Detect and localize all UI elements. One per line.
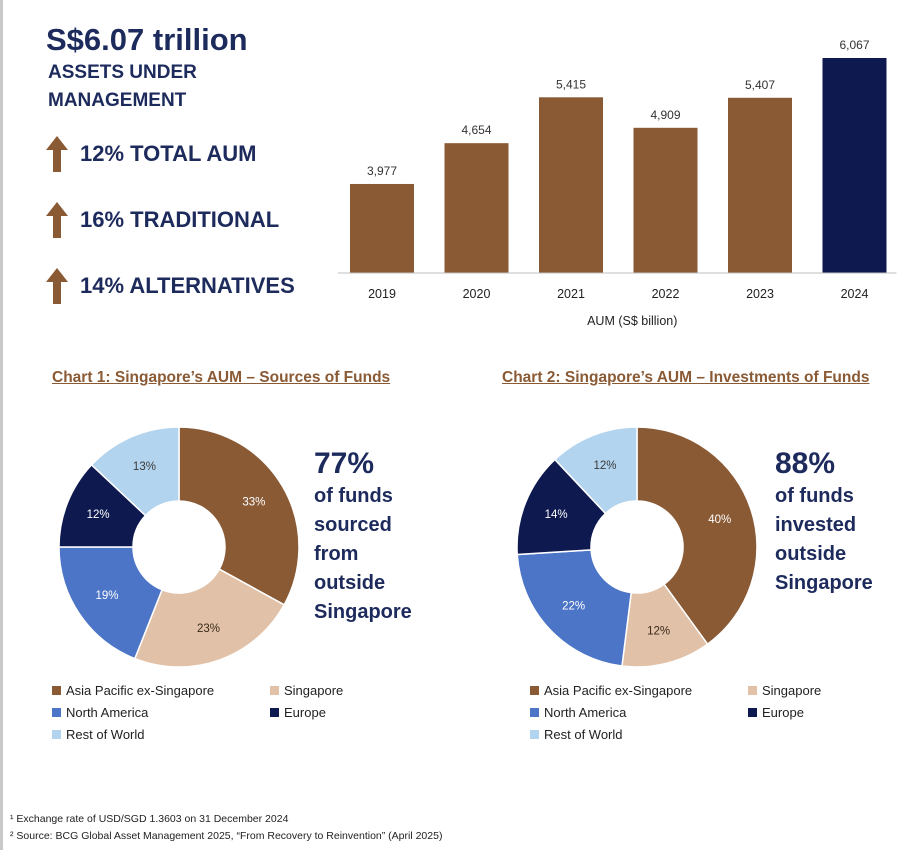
bar-2023	[728, 97, 792, 273]
legend-item: Europe	[270, 705, 326, 720]
up-arrow-icon	[46, 268, 68, 304]
legend-swatch	[52, 730, 61, 739]
sources-callout-line: of funds	[314, 485, 393, 507]
bar-2022	[633, 127, 698, 273]
sources-callout-line: sourced	[314, 514, 392, 536]
up-arrow-icon	[46, 136, 68, 172]
donut-slice-rest-of-world	[90, 426, 180, 517]
bar-2020	[444, 143, 509, 273]
chart2-title: Chart 2: Singapore’s AUM – Investments o…	[502, 369, 870, 386]
slice-value-label: 23%	[197, 623, 220, 635]
legend-swatch	[530, 708, 539, 717]
bar-2021	[539, 97, 603, 273]
stat-total-aum: 12% TOTAL AUM	[46, 134, 256, 174]
donut-slice-singapore	[133, 568, 286, 668]
investments-callout-line: invested	[775, 514, 857, 536]
sources-callout-line: from	[314, 543, 359, 565]
legend-item: Asia Pacific ex-Singapore	[530, 683, 692, 698]
slice-value-label: 12%	[593, 460, 616, 472]
legend-label: Asia Pacific ex-Singapore	[66, 683, 215, 698]
legend-swatch	[270, 708, 279, 717]
aum-headline: S$6.07 trillion	[46, 22, 248, 57]
legend-item: Asia Pacific ex-Singapore	[52, 683, 214, 698]
x-tick-label: 2023	[746, 287, 774, 301]
bar-value-label: 4,909	[650, 108, 680, 122]
donut-slice-north-america	[58, 546, 164, 660]
slice-value-label: 12%	[87, 509, 110, 521]
sources-callout-line: outside	[314, 572, 386, 594]
aum-subtitle-line2: MANAGEMENT	[48, 90, 187, 111]
legend-swatch	[52, 708, 61, 717]
sources-donut-chart: 33% 23% 19% 12% 13%	[58, 426, 300, 668]
slice-value-label: 40%	[708, 514, 731, 526]
legend-swatch	[748, 686, 757, 695]
bar-value-label: 6,067	[839, 38, 869, 52]
legend-swatch	[52, 686, 61, 695]
investments-callout-percent: 88%	[775, 447, 836, 480]
chart1-title: Chart 1: Singapore’s AUM – Sources of Fu…	[52, 369, 391, 386]
x-tick-label: 2024	[841, 287, 869, 301]
legend-item: Rest of World	[530, 727, 623, 742]
legend-label: North America	[544, 705, 627, 720]
stat-alternatives: 14% ALTERNATIVES	[46, 266, 295, 306]
donut-slice-asia-pacific-ex-singapore	[636, 426, 758, 646]
legend-label: Europe	[762, 705, 804, 720]
legend-label: Rest of World	[66, 727, 145, 742]
legend-item: North America	[52, 705, 148, 720]
aum-bar-chart: 3,977 2019 4,654 2020 5,415 2021 4,909 2022 5,40…	[338, 38, 897, 328]
donut-slice-rest-of-world	[553, 426, 638, 515]
legend-label: Europe	[284, 705, 326, 720]
bar-value-label: 3,977	[367, 164, 397, 178]
x-tick-label: 2022	[652, 287, 680, 301]
bar-2024	[822, 58, 887, 273]
x-tick-label: 2019	[368, 287, 396, 301]
legend-item: Singapore	[748, 683, 821, 698]
legend-label: Rest of World	[544, 727, 623, 742]
stat-total-aum-text: 12% TOTAL AUM	[80, 141, 257, 166]
donut-slice-asia-pacific-ex-singapore	[178, 426, 300, 606]
sources-callout-line: Singapore	[314, 601, 412, 623]
slice-value-label: 22%	[562, 601, 585, 613]
slice-value-label: 12%	[647, 625, 670, 637]
bar-value-label: 5,415	[556, 77, 586, 91]
slice-value-label: 19%	[96, 590, 119, 602]
investments-callout-line: of funds	[775, 485, 854, 507]
legend-swatch	[530, 686, 539, 695]
stat-traditional: 16% TRADITIONAL	[46, 200, 279, 240]
investments-donut-chart: 40% 12% 22% 14% 12%	[516, 426, 758, 668]
legend-item: Singapore	[270, 683, 343, 698]
legend-swatch	[530, 730, 539, 739]
legend-label: Asia Pacific ex-Singapore	[544, 683, 693, 698]
legend-item: Rest of World	[52, 727, 145, 742]
legend-label: Singapore	[762, 683, 822, 698]
legend-item: North America	[530, 705, 626, 720]
x-tick-label: 2020	[463, 287, 491, 301]
legend-swatch	[270, 686, 279, 695]
stat-alternatives-text: 14% ALTERNATIVES	[80, 273, 295, 298]
slice-value-label: 33%	[242, 497, 265, 509]
stat-traditional-text: 16% TRADITIONAL	[80, 207, 280, 232]
slice-value-label: 13%	[133, 461, 156, 473]
footnote-exchange-rate: ¹ Exchange rate of USD/SGD 1.3603 on 31 …	[10, 813, 289, 825]
legend-swatch	[748, 708, 757, 717]
slice-value-label: 14%	[545, 509, 568, 521]
page-edge	[0, 0, 3, 850]
legend-label: North America	[66, 705, 149, 720]
sources-callout: 77% of funds sourced from outside Singap…	[314, 446, 434, 627]
investments-callout-line: Singapore	[775, 572, 873, 594]
footnote-source: ² Source: BCG Global Asset Management 20…	[10, 830, 443, 842]
legend-label: Singapore	[284, 683, 344, 698]
investments-callout-line: outside	[775, 543, 847, 565]
bar-2019	[350, 183, 414, 273]
up-arrow-icon	[46, 202, 68, 238]
legend-item: Europe	[748, 705, 804, 720]
bar-value-label: 4,654	[461, 123, 491, 137]
bar-value-label: 5,407	[745, 78, 775, 92]
sources-callout-percent: 77%	[314, 447, 375, 480]
x-tick-label: 2021	[557, 287, 585, 301]
x-axis-title: AUM (S$ billion)	[587, 314, 677, 328]
donut-slice-north-america	[516, 549, 633, 667]
investments-callout: 88% of funds invested outside Singapore	[775, 446, 895, 598]
aum-subtitle-line1: ASSETS UNDER	[48, 62, 197, 83]
